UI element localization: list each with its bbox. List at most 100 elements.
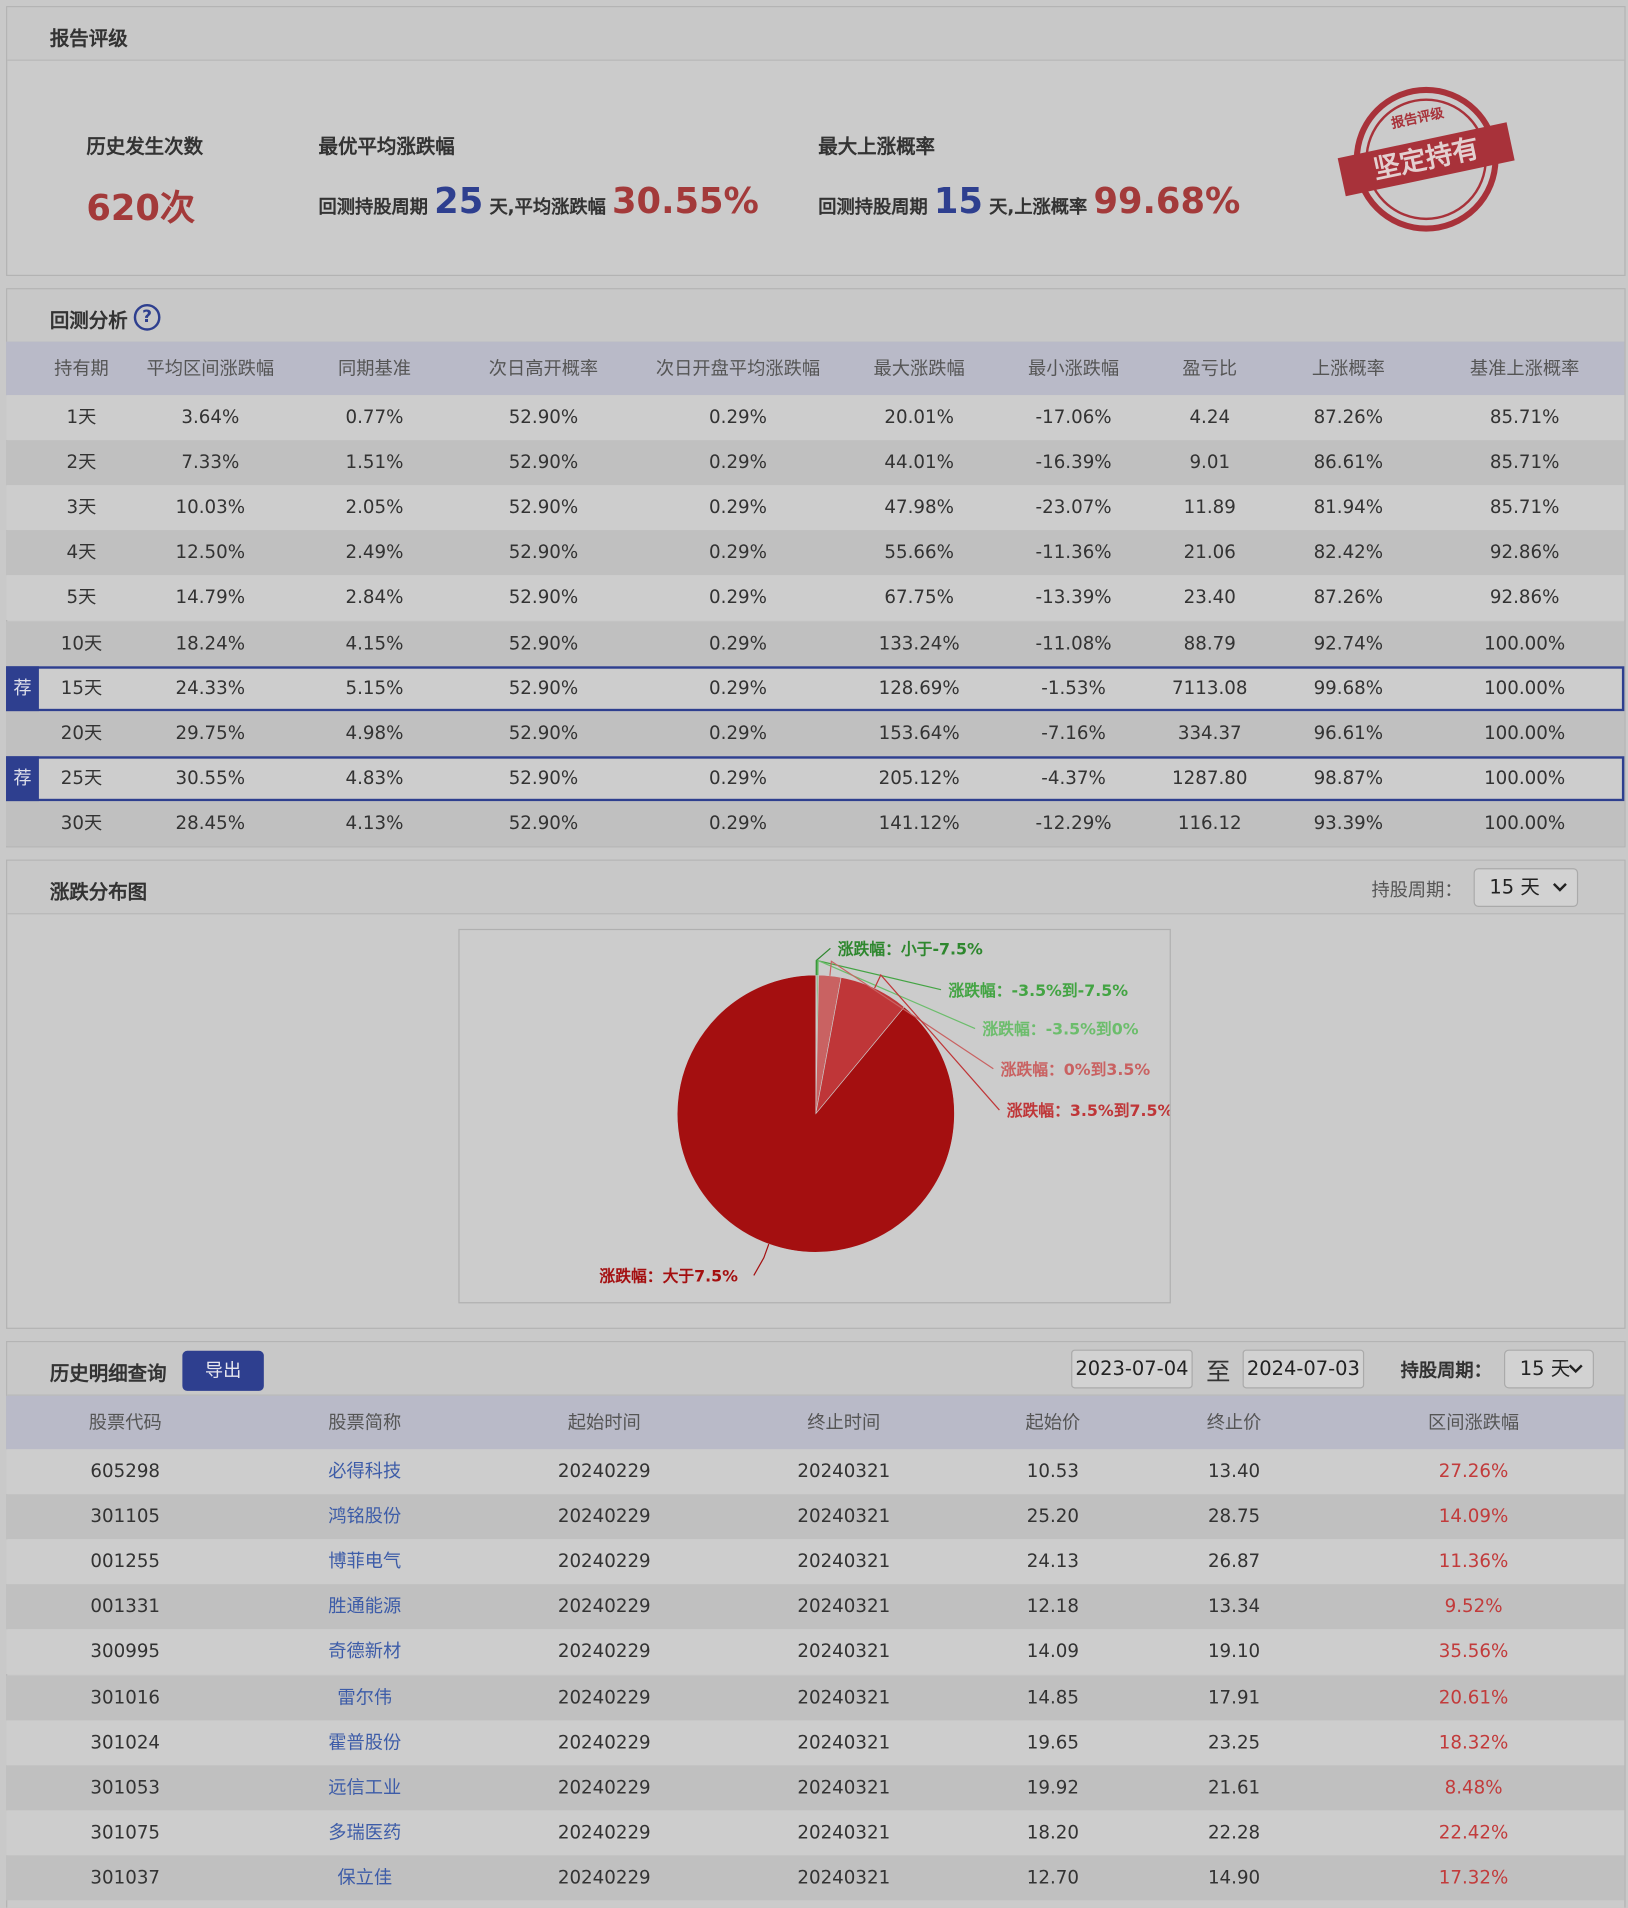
table-cell: 0.29% xyxy=(709,541,767,564)
table-cell: 0.29% xyxy=(709,721,767,744)
table-row xyxy=(6,1855,1625,1901)
table-cell: 92.74% xyxy=(1313,631,1384,654)
stamp: 坚定持有 报告评级 xyxy=(1337,86,1515,232)
leader-line xyxy=(829,960,994,1070)
start-date[interactable]: 2023-07-04 xyxy=(1071,1349,1193,1389)
table-cell: 18.24% xyxy=(175,631,246,654)
column-header: 股票简称 xyxy=(328,1411,402,1434)
table-cell: 2天 xyxy=(66,451,97,474)
table-row xyxy=(6,1629,1625,1675)
export-button[interactable]: 导出 xyxy=(182,1350,264,1391)
slice-label: 涨跌幅：大于7.5% xyxy=(599,1266,738,1285)
table-cell: 001331 xyxy=(90,1595,161,1618)
stock-link[interactable]: 博菲电气 xyxy=(328,1550,402,1573)
stock-link[interactable]: 必得科技 xyxy=(328,1460,402,1483)
table-cell: 3天 xyxy=(66,496,97,519)
table-row xyxy=(6,530,1625,576)
table-cell: 100.00% xyxy=(1484,721,1566,744)
table-cell: 85.71% xyxy=(1489,406,1560,428)
leader-line xyxy=(753,1243,770,1276)
table-cell: 605298 xyxy=(90,1460,161,1483)
table-cell: 14.85 xyxy=(1026,1685,1080,1708)
stock-link[interactable]: 雷尔伟 xyxy=(337,1685,393,1708)
table-cell: 17.91 xyxy=(1207,1685,1261,1708)
table-cell: 300995 xyxy=(90,1640,161,1663)
stock-link[interactable]: 保立佳 xyxy=(337,1866,393,1889)
table-row xyxy=(6,1494,1625,1540)
stock-link[interactable]: 多瑞医药 xyxy=(328,1821,402,1843)
table-cell: -4.37% xyxy=(1041,766,1106,789)
table-cell: 9.52% xyxy=(1444,1595,1503,1618)
table-cell: -11.36% xyxy=(1035,541,1112,564)
best-avg-label: 最优平均涨跌幅 xyxy=(318,134,455,159)
pie-slice xyxy=(676,974,955,1253)
stock-link[interactable]: 远信工业 xyxy=(328,1775,402,1798)
table-cell: 7.33% xyxy=(181,451,240,474)
table-cell: 20240321 xyxy=(797,1685,891,1708)
column-header: 区间涨跌幅 xyxy=(1427,1411,1520,1434)
table-cell: 52.90% xyxy=(508,406,579,428)
column-header: 最大涨跌幅 xyxy=(873,357,965,380)
table-cell: 301016 xyxy=(90,1685,161,1708)
table-cell: 0.29% xyxy=(709,631,767,654)
table-row xyxy=(6,440,1625,486)
table-cell: 12.70 xyxy=(1026,1866,1080,1889)
table-cell: 4天 xyxy=(66,541,97,564)
table-row xyxy=(6,1810,1625,1856)
table-cell: 100.00% xyxy=(1484,766,1566,789)
table-cell: 10天 xyxy=(60,631,103,654)
column-header: 起始时间 xyxy=(567,1411,641,1434)
table-cell: 153.64% xyxy=(878,721,960,744)
chart: 涨跌幅：小于-7.5% 涨跌幅：-3.5%到-7.5% 涨跌幅：-3.5%到0% 涨跌… xyxy=(599,939,1173,1285)
table-cell: 19.92 xyxy=(1026,1775,1080,1798)
table-cell: 25天 xyxy=(60,766,103,789)
table-cell: 7113.08 xyxy=(1172,676,1248,699)
table-cell: 5天 xyxy=(66,586,97,609)
table-cell: 0.29% xyxy=(709,676,767,699)
stock-link[interactable]: 霍普股份 xyxy=(328,1730,402,1753)
days: 25 xyxy=(434,179,484,222)
period-label: 持股周期： xyxy=(1371,879,1463,901)
column-header: 次日高开概率 xyxy=(488,357,599,380)
table-cell: 20240229 xyxy=(557,1685,651,1708)
table-cell: 55.66% xyxy=(884,541,954,564)
column-header: 上涨概率 xyxy=(1311,357,1385,380)
table-cell: -17.06% xyxy=(1035,406,1112,428)
period-select[interactable]: 15 天 xyxy=(1503,1349,1594,1389)
period-value: 15 天 xyxy=(1489,875,1540,899)
leader-line xyxy=(874,973,1000,1111)
period-label: 持股周期： xyxy=(1400,1359,1492,1382)
column-header: 终止时间 xyxy=(807,1411,881,1434)
table-cell: 47.98% xyxy=(884,496,954,519)
recommend-badge: 荐 xyxy=(6,665,39,711)
table-cell: 20240229 xyxy=(557,1595,651,1618)
table-row xyxy=(6,1584,1625,1630)
stock-link[interactable]: 鸿铭股份 xyxy=(328,1505,402,1528)
help-icon[interactable]: ? xyxy=(133,303,161,331)
table-cell: 001255 xyxy=(90,1550,161,1573)
table-cell: 21.06 xyxy=(1183,541,1236,564)
table-cell: 0.29% xyxy=(709,451,767,474)
period-select[interactable]: 15 天 xyxy=(1473,868,1579,908)
stock-link[interactable]: 胜通能源 xyxy=(328,1595,402,1618)
slice-label: 涨跌幅：-3.5%到0% xyxy=(982,1020,1138,1039)
end-date[interactable]: 2024-07-03 xyxy=(1242,1349,1365,1389)
table-cell: 23.40 xyxy=(1183,586,1236,609)
table-cell: 35.56% xyxy=(1438,1640,1509,1663)
table-cell: 11.36% xyxy=(1438,1550,1509,1573)
table-cell: 85.71% xyxy=(1489,451,1560,474)
stock-link[interactable]: 奇德新材 xyxy=(328,1640,402,1663)
table-row xyxy=(6,1719,1625,1765)
table-row xyxy=(6,575,1625,621)
table-cell: 20.61% xyxy=(1438,1685,1509,1708)
table-cell: 20240321 xyxy=(797,1821,891,1843)
table-cell: 81.94% xyxy=(1313,496,1384,519)
panel-title: 涨跌分布图 xyxy=(49,880,148,904)
table-cell: -12.29% xyxy=(1035,812,1112,834)
table-cell: 20240321 xyxy=(797,1595,891,1618)
value: 30.55% xyxy=(611,179,759,222)
table-cell: 18.32% xyxy=(1438,1730,1509,1753)
table-cell: 92.86% xyxy=(1489,541,1560,564)
table-cell: 20240321 xyxy=(797,1775,891,1798)
